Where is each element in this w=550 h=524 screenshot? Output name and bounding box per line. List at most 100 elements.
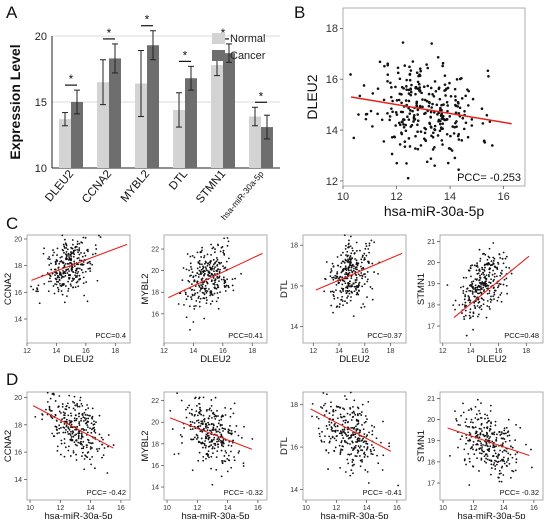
data-point <box>202 283 204 286</box>
data-point <box>87 441 90 444</box>
data-point <box>370 452 373 455</box>
data-point <box>462 411 465 414</box>
bar-cancer <box>147 45 159 168</box>
data-point <box>354 285 357 288</box>
data-point <box>242 462 245 465</box>
data-point <box>56 276 59 279</box>
legend-label: Normal <box>230 33 265 45</box>
data-point <box>401 110 405 114</box>
data-point <box>234 277 236 280</box>
data-point <box>193 294 196 296</box>
data-point <box>496 299 499 302</box>
data-point <box>349 255 352 258</box>
data-point <box>344 421 347 424</box>
data-point <box>353 285 356 288</box>
data-point <box>343 428 346 431</box>
data-point <box>364 415 367 417</box>
data-point <box>474 288 477 291</box>
data-point <box>373 426 376 428</box>
data-point <box>472 440 475 443</box>
data-point <box>63 426 66 429</box>
data-point <box>205 296 208 299</box>
data-point <box>78 432 81 435</box>
data-point <box>477 272 480 275</box>
data-point <box>469 290 472 292</box>
data-point <box>395 113 399 116</box>
data-point <box>101 443 104 446</box>
y-tick-label: 22 <box>151 398 159 405</box>
data-point <box>375 437 378 440</box>
data-point <box>217 261 220 264</box>
data-point <box>349 261 352 264</box>
data-point <box>216 425 219 428</box>
data-point <box>358 431 361 434</box>
data-point <box>89 267 91 270</box>
data-point <box>88 260 91 263</box>
data-point <box>358 412 361 415</box>
data-point <box>515 461 518 464</box>
data-point <box>344 258 347 261</box>
data-point <box>185 408 187 411</box>
y-axis-title: MYBL2 <box>140 430 151 461</box>
data-point <box>444 94 447 97</box>
x-tick-label: 10 <box>337 191 349 203</box>
data-point <box>427 92 431 96</box>
data-point <box>471 264 474 267</box>
data-point <box>78 405 81 408</box>
data-point <box>356 291 359 294</box>
data-point <box>203 287 206 290</box>
plot-frame <box>439 391 544 501</box>
data-point <box>490 260 493 262</box>
data-point <box>481 449 484 452</box>
data-point <box>493 433 496 436</box>
data-point <box>70 257 73 260</box>
data-point <box>525 443 527 446</box>
data-point <box>340 262 343 265</box>
data-point <box>195 438 198 440</box>
data-point <box>221 427 224 430</box>
data-point <box>61 293 64 296</box>
data-point <box>357 284 360 287</box>
data-point <box>342 445 344 448</box>
data-point <box>341 295 344 298</box>
data-point <box>58 279 61 281</box>
data-point <box>84 254 87 257</box>
data-point <box>207 270 210 273</box>
data-point <box>419 69 423 73</box>
data-point <box>363 305 366 308</box>
data-point <box>68 256 70 258</box>
data-point <box>351 271 354 274</box>
data-point <box>215 260 218 263</box>
data-point <box>217 446 220 448</box>
data-point <box>89 414 91 417</box>
data-point <box>342 304 344 307</box>
data-point <box>103 447 106 449</box>
data-point <box>212 452 214 455</box>
data-point <box>210 405 213 407</box>
bar-normal <box>135 83 147 168</box>
data-point <box>370 444 373 446</box>
data-point <box>351 441 354 444</box>
y-axis-title: MYBL2 <box>140 273 151 304</box>
data-point <box>490 295 492 298</box>
y-tick-label: 18 <box>326 23 338 35</box>
data-point <box>481 446 483 448</box>
data-point <box>349 280 351 283</box>
data-point <box>407 106 410 110</box>
data-point <box>184 291 187 294</box>
data-point <box>84 414 87 416</box>
data-point <box>55 283 58 286</box>
data-point <box>390 152 394 156</box>
data-point <box>486 432 489 435</box>
data-point <box>217 422 220 425</box>
data-point <box>450 149 454 152</box>
data-point <box>359 249 361 252</box>
data-point <box>229 450 232 453</box>
data-point <box>467 452 470 455</box>
data-point <box>227 286 230 289</box>
data-point <box>354 281 357 284</box>
data-point <box>487 255 490 258</box>
data-point <box>396 66 400 70</box>
data-point <box>394 85 397 89</box>
